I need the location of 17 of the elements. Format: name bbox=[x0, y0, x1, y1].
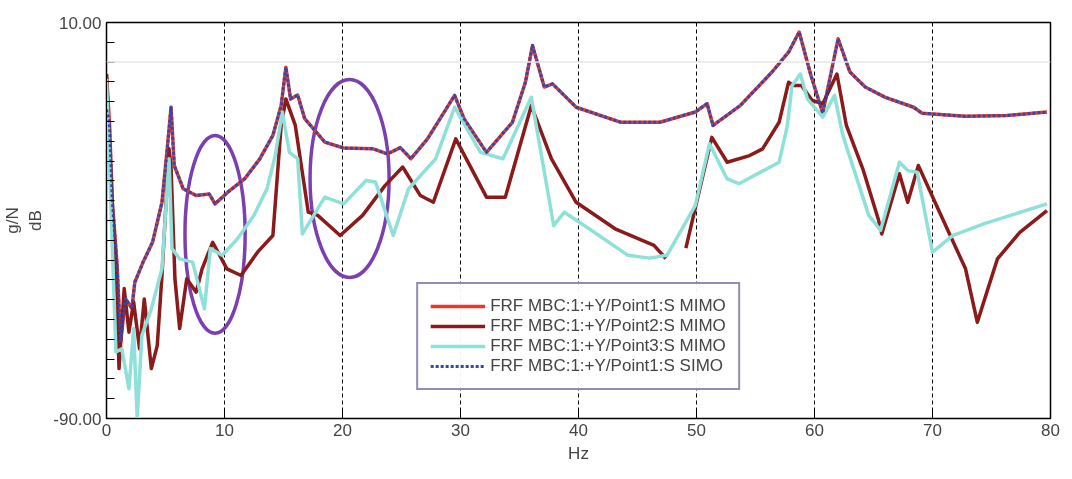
x-tick-label: 0 bbox=[101, 420, 112, 440]
x-tick-label: 50 bbox=[687, 420, 706, 440]
y-tick-label: 10.00 bbox=[58, 13, 102, 33]
x-tick-label: 60 bbox=[805, 420, 824, 440]
x-tick-label: 20 bbox=[333, 420, 352, 440]
legend-label: FRF MBC:1:+Y/Point3:S MIMO bbox=[490, 336, 726, 356]
legend-label: FRF MBC:1:+Y/Point2:S MIMO bbox=[490, 316, 726, 336]
x-tick-label: 40 bbox=[569, 420, 588, 440]
legend-label: FRF MBC:1:+Y/Point1:S MIMO bbox=[490, 296, 726, 316]
y-tick-label: -90.00 bbox=[53, 409, 102, 429]
y-axis-title: g/N dB bbox=[3, 207, 46, 234]
legend-label: FRF MBC:1:+Y/Point1:S SIMO bbox=[490, 356, 724, 376]
x-tick-label: 30 bbox=[451, 420, 470, 440]
x-tick-label: 10 bbox=[215, 420, 234, 440]
x-tick-label: 70 bbox=[923, 420, 942, 440]
x-axis-title: Hz bbox=[568, 443, 589, 463]
x-tick-label: 80 bbox=[1041, 420, 1060, 440]
